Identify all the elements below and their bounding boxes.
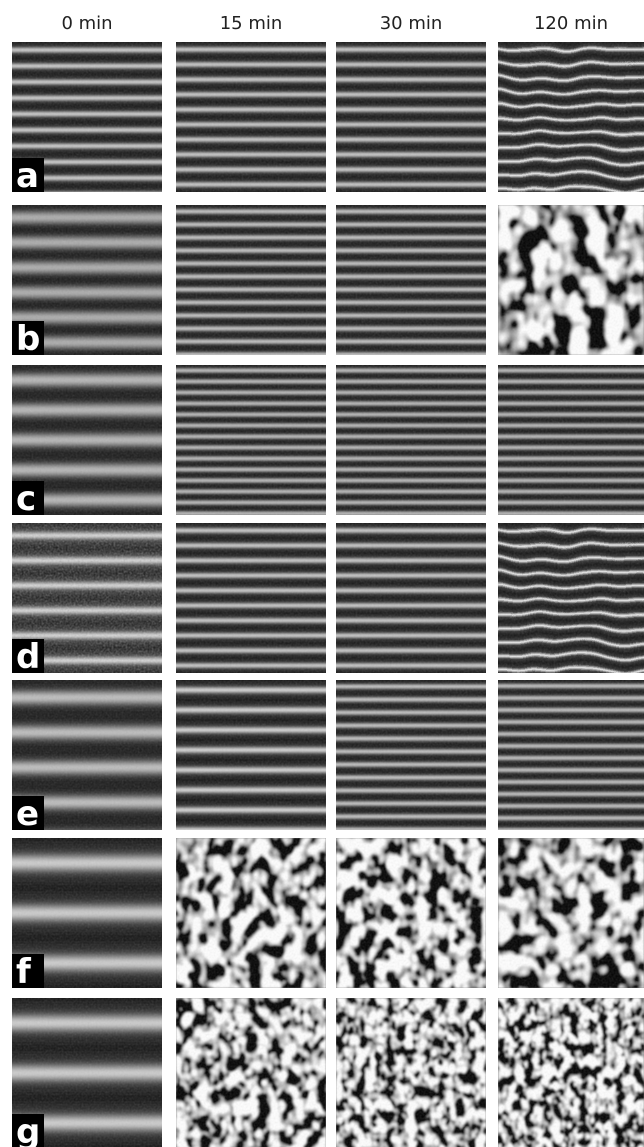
- micrograph-panel: [488, 670, 644, 840]
- micrograph-panel: [166, 670, 336, 840]
- figure: 0 min 15 min 30 min 120 min a b c d e f g: [0, 0, 644, 1147]
- micrograph-panel: [326, 513, 496, 683]
- micrograph-panel: [336, 998, 486, 1147]
- page: {"columns": ["0 min", "15 min", "30 min"…: [0, 0, 644, 1147]
- row-label-box: e: [12, 794, 44, 834]
- micrograph-panel: [326, 670, 496, 840]
- row-label: a: [16, 156, 39, 196]
- micrograph-panel: [176, 998, 326, 1147]
- row-label-box: a: [12, 156, 44, 196]
- micrograph-panel: [498, 998, 644, 1147]
- micrograph-panel: [166, 195, 336, 365]
- micrograph-panel: [176, 838, 326, 988]
- row-label: d: [16, 637, 40, 677]
- row-label-box: c: [12, 479, 44, 519]
- column-label: 0 min: [61, 13, 112, 34]
- row-label: c: [16, 479, 36, 519]
- micrograph-panel: [326, 355, 496, 525]
- row-label-box: g: [12, 1112, 44, 1147]
- column-label: 15 min: [220, 13, 283, 34]
- column-label: 120 min: [534, 13, 608, 34]
- row-label-box: b: [12, 319, 44, 359]
- micrograph-panel: [498, 205, 644, 355]
- micrograph-panel: [488, 513, 644, 683]
- row-label: b: [16, 319, 40, 359]
- column-label: 30 min: [380, 13, 443, 34]
- row-label: e: [16, 794, 39, 834]
- micrograph-panel: [326, 195, 496, 365]
- micrograph-panel: [488, 32, 644, 202]
- micrograph-panel: [488, 355, 644, 525]
- micrograph-panel: [326, 32, 496, 202]
- micrograph-panel: [166, 355, 336, 525]
- micrograph-panel: [166, 513, 336, 683]
- micrograph-panel: [166, 32, 336, 202]
- row-label-box: f: [12, 952, 44, 992]
- micrograph-panel: [336, 838, 486, 988]
- row-label: g: [16, 1112, 40, 1147]
- micrograph-panel: [498, 838, 644, 988]
- row-label-box: d: [12, 637, 44, 677]
- row-label: f: [16, 952, 32, 992]
